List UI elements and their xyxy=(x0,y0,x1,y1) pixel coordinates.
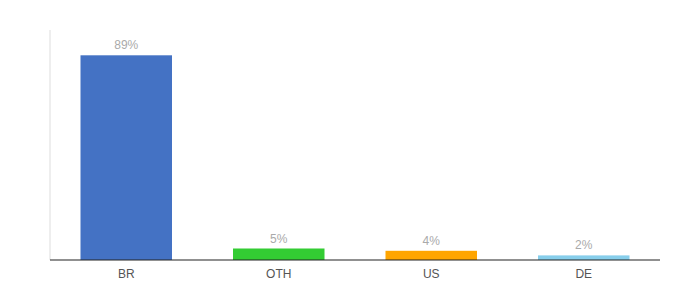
bar xyxy=(233,249,325,261)
x-tick-label: OTH xyxy=(266,267,291,281)
x-axis-line xyxy=(50,259,660,260)
chart-container: BR OTH US DE 89% 5% 4% 2% xyxy=(0,0,680,300)
data-label: 5% xyxy=(270,232,288,246)
y-axis-line xyxy=(50,30,51,260)
x-tick-label: US xyxy=(423,267,440,281)
bar xyxy=(81,55,173,260)
x-ticks: BR OTH US DE xyxy=(118,267,592,281)
x-tick-label: DE xyxy=(575,267,592,281)
bar xyxy=(386,251,478,260)
data-label: 4% xyxy=(423,234,441,248)
chart-svg: BR OTH US DE 89% 5% 4% 2% xyxy=(0,0,680,300)
data-labels: 89% 5% 4% 2% xyxy=(114,38,593,252)
x-tick-label: BR xyxy=(118,267,135,281)
bars xyxy=(81,55,630,260)
data-label: 2% xyxy=(575,238,593,252)
bar xyxy=(538,255,630,260)
data-label: 89% xyxy=(114,38,138,52)
